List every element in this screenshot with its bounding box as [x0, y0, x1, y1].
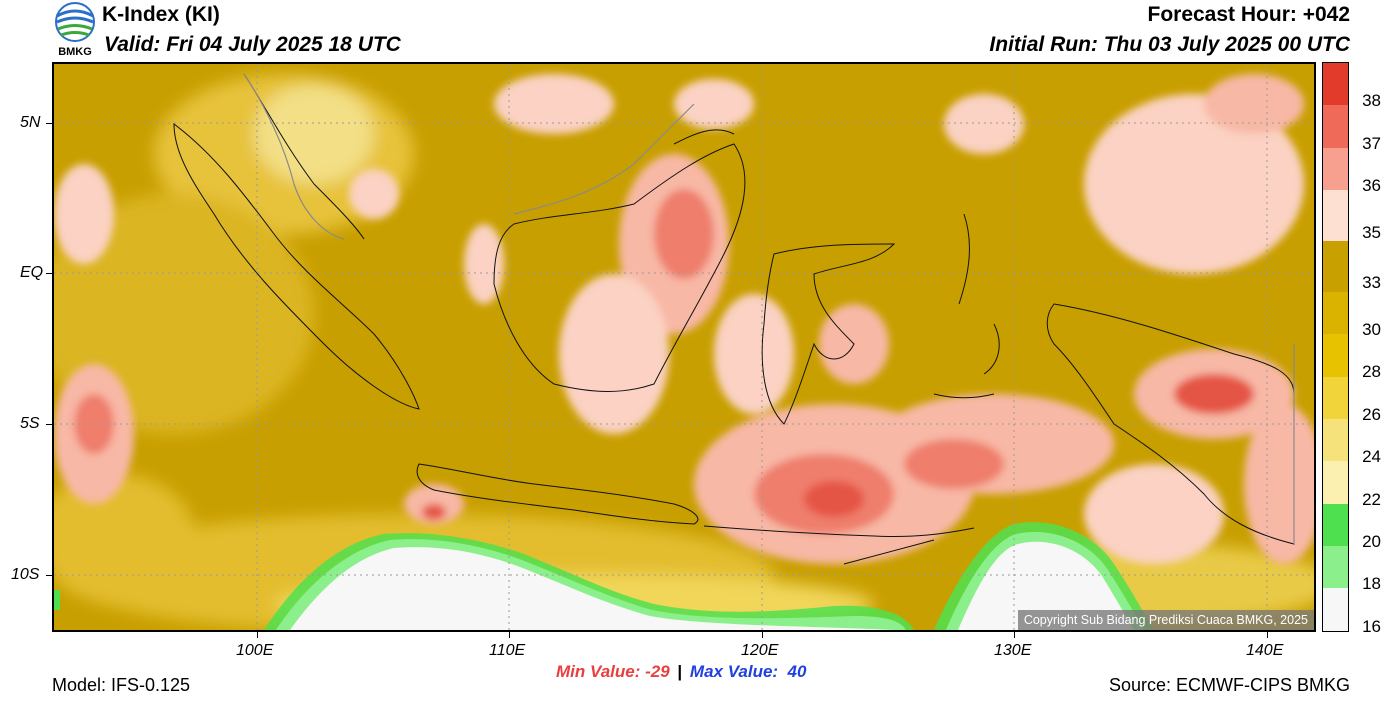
borneo-coast: [493, 143, 746, 392]
map-gridlines: [54, 64, 1314, 630]
colorbar-segment: [1323, 546, 1348, 589]
colorbar-segment: [1323, 588, 1348, 631]
colorbar-label: 20: [1362, 532, 1381, 552]
lat-label-5n: 5N: [20, 114, 41, 131]
colorbar-segment: [1323, 418, 1348, 462]
min-max-values: Min Value: -29 | Max Value: 40: [556, 662, 806, 682]
colorbar-segment: [1323, 190, 1348, 241]
k-index-map: Copyright Sub Bidang Prediksi Cuaca BMKG…: [52, 62, 1316, 632]
sulawesi-coast: [761, 243, 896, 425]
colorbar: [1322, 62, 1349, 632]
colorbar-label: 38: [1362, 91, 1381, 111]
sumatra-coast: [173, 122, 420, 410]
colorbar-segment: [1323, 63, 1348, 106]
colorbar-label: 33: [1362, 273, 1381, 293]
new-guinea-coast: [1046, 303, 1295, 545]
lon-tick: [257, 632, 258, 638]
colorbar-segment: [1323, 503, 1348, 547]
min-value: Min Value: -29: [556, 662, 670, 681]
field-low-zones: [54, 522, 1154, 630]
source-label: Source: ECMWF-CIPS BMKG: [1108, 675, 1350, 695]
colorbar-segment: [1323, 461, 1348, 504]
timor-coast: [843, 539, 935, 565]
lon-label-120e: 120E: [741, 642, 779, 659]
colorbar-segment: [1323, 105, 1348, 148]
chart-title: K-Index (KI): [102, 3, 220, 26]
colorbar-segment: [1323, 291, 1348, 335]
colorbar-label: 16: [1362, 616, 1381, 636]
lesser-sunda-coast: [703, 525, 975, 538]
maluku-coast: [933, 213, 1000, 399]
colorbar-segment: [1323, 334, 1348, 377]
lon-tick: [1267, 632, 1268, 638]
lat-tick: [46, 273, 52, 274]
colorbar-label: 26: [1362, 404, 1381, 424]
colorbar-segment: [1323, 240, 1348, 292]
colorbar-label: 35: [1362, 222, 1381, 242]
colorbar-label: 36: [1362, 175, 1381, 195]
separator: |: [677, 662, 683, 681]
valid-time: Valid: Fri 04 July 2025 18 UTC: [104, 33, 401, 56]
colorbar-label: 30: [1362, 320, 1381, 340]
lon-label-130e: 130E: [994, 642, 1032, 659]
model-label: Model: IFS-0.125: [52, 675, 191, 695]
bmkg-logo: BMKG: [52, 2, 98, 60]
lat-tick: [46, 575, 52, 576]
lat-tick: [46, 123, 52, 124]
lon-tick: [509, 632, 510, 638]
colorbar-label: 22: [1362, 489, 1381, 509]
lon-label-140e: 140E: [1246, 642, 1284, 659]
logo-text: BMKG: [58, 46, 92, 58]
initial-run: Initial Run: Thu 03 July 2025 00 UTC: [989, 33, 1350, 56]
colorbar-label: 18: [1362, 574, 1381, 594]
lon-label-110e: 110E: [489, 642, 526, 659]
copyright-notice: Copyright Sub Bidang Prediksi Cuaca BMKG…: [1017, 610, 1314, 630]
lat-tick: [46, 424, 52, 425]
colorbar-label: 24: [1362, 447, 1381, 467]
map-canvas: [54, 64, 1314, 630]
colorbar-segment: [1323, 147, 1348, 191]
field-high-zones: [54, 74, 1314, 564]
country-borders: [243, 73, 1295, 544]
lon-tick: [1014, 632, 1015, 638]
java-coast: [416, 463, 699, 525]
colorbar-label: 28: [1362, 362, 1381, 382]
colorbar-label: 37: [1362, 133, 1381, 153]
mindanao-coast: [673, 129, 735, 145]
lat-label-10s: 10S: [11, 566, 40, 583]
lat-label-5s: 5S: [20, 415, 40, 432]
lon-tick: [762, 632, 763, 638]
coastlines: [173, 73, 1295, 565]
lat-label-eq: EQ: [20, 264, 44, 281]
forecast-hour: Forecast Hour: +042: [1147, 3, 1351, 26]
lon-label-100e: 100E: [236, 642, 274, 659]
colorbar-segment: [1323, 376, 1348, 419]
max-value: Max Value: 40: [689, 662, 807, 681]
